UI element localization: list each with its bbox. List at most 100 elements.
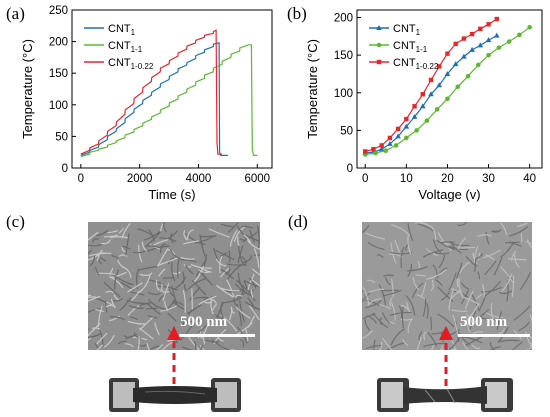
sem-d-texture (362, 222, 532, 350)
fiber (105, 304, 116, 308)
scale-bar-c (179, 334, 255, 337)
fiber (509, 225, 529, 237)
fiber (213, 247, 220, 263)
data-point (445, 51, 450, 56)
panel-label-d: (d) (288, 212, 308, 231)
fiber (223, 289, 244, 293)
fiber (167, 298, 176, 309)
fiber (477, 252, 481, 261)
fiber (257, 225, 260, 249)
panel-label-b: (b) (287, 4, 307, 23)
sample-photo-c (105, 372, 245, 417)
fiber (489, 342, 496, 350)
fiber (212, 303, 217, 311)
fiber (94, 343, 100, 350)
fiber (226, 279, 235, 298)
fiber (199, 234, 206, 257)
fiber (242, 231, 258, 243)
data-point (465, 73, 471, 79)
series-line-1-0.22 (365, 18, 498, 152)
fiber (147, 292, 161, 295)
fiber (204, 300, 213, 304)
fiber (197, 318, 212, 333)
fiber (528, 342, 532, 350)
series-line-1-1 (80, 44, 258, 158)
data-point (478, 26, 483, 32)
fiber (138, 244, 143, 263)
y-tick-label: 50 (340, 125, 353, 137)
fiber (498, 327, 505, 334)
fiber (146, 302, 161, 315)
fiber (95, 266, 100, 276)
y-tick-label: 200 (334, 13, 353, 25)
data-point (452, 61, 459, 67)
data-point (461, 53, 467, 59)
fiber (158, 268, 166, 277)
data-point (414, 128, 419, 133)
panel-label-c: (c) (6, 212, 25, 231)
fiber (407, 318, 413, 333)
fiber (169, 249, 181, 259)
fiber (179, 322, 188, 325)
fiber (216, 284, 234, 298)
data-point (437, 64, 442, 69)
series-line-1-1 (365, 26, 531, 156)
fiber (88, 249, 92, 255)
fiber (368, 288, 385, 293)
fiber (448, 272, 457, 291)
fiber (452, 314, 459, 337)
fiber (111, 255, 119, 259)
fiber (362, 290, 364, 292)
fiber (528, 335, 532, 339)
fiber (114, 269, 119, 290)
fiber (228, 222, 239, 233)
fiber (112, 274, 134, 286)
fiber (520, 272, 531, 290)
data-point (424, 118, 430, 123)
fiber (437, 286, 454, 302)
fiber (177, 258, 180, 279)
fiber (139, 327, 154, 340)
fiber (163, 222, 167, 233)
data-point (404, 116, 409, 122)
data-point (434, 107, 440, 112)
data-point (395, 133, 401, 139)
fiber (125, 233, 130, 256)
fiber (171, 261, 176, 282)
fiber (245, 301, 260, 311)
fiber (477, 271, 481, 280)
data-point (395, 126, 401, 132)
fiber (362, 225, 370, 234)
data-point (387, 140, 393, 146)
fiber (246, 239, 260, 250)
fiber (237, 236, 240, 246)
fiber (407, 263, 413, 277)
data-point (485, 37, 492, 43)
fiber (379, 317, 383, 325)
fiber (458, 278, 464, 298)
data-point (363, 149, 368, 154)
fiber (183, 230, 188, 241)
fiber (465, 256, 478, 267)
fiber (498, 339, 520, 343)
fiber (162, 341, 174, 350)
fiber (493, 257, 503, 276)
fiber (113, 298, 123, 302)
fiber (485, 231, 490, 245)
fiber (109, 267, 114, 275)
scale-bar-label-c: 500 nm (180, 314, 228, 330)
fiber (164, 301, 169, 312)
x-axis-label: Time (s) (148, 187, 195, 202)
data-point (419, 103, 426, 109)
fiber (415, 274, 427, 277)
fiber (513, 305, 531, 321)
fiber (431, 328, 449, 335)
fiber (187, 278, 207, 290)
fiber (182, 290, 186, 313)
fiber (471, 293, 480, 311)
fiber (491, 229, 502, 233)
fiber (105, 300, 108, 313)
x-tick-label: 20 (441, 173, 454, 185)
legend-label: CNT1 (393, 23, 421, 37)
